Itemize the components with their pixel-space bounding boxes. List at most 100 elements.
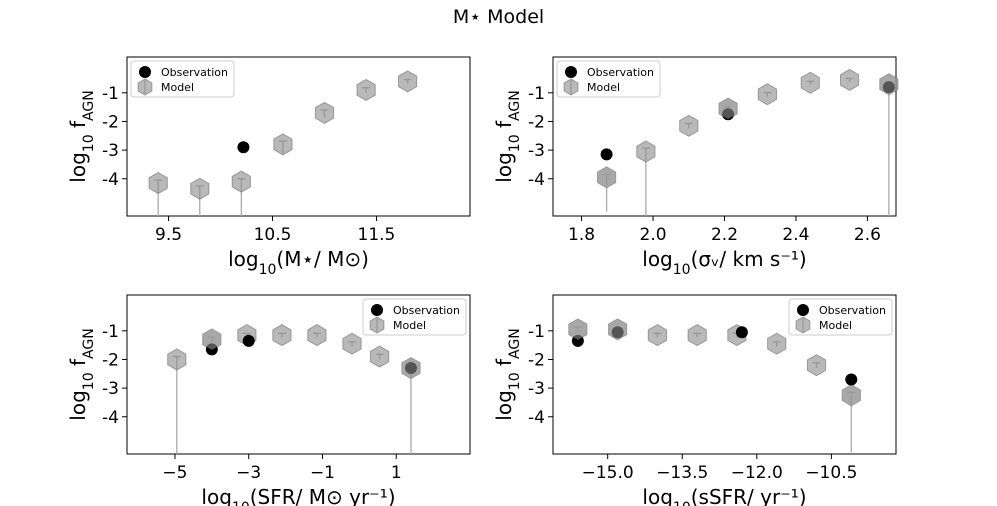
x-tick-label: 11.5 bbox=[358, 225, 396, 245]
y-tick-label: -4 bbox=[528, 170, 545, 190]
legend: Observation Model bbox=[362, 298, 467, 336]
legend-model-marker bbox=[137, 78, 153, 96]
x-axis-label: log10(sSFR/ yr⁻¹) bbox=[642, 485, 806, 506]
y-tick-label: -2 bbox=[102, 112, 119, 132]
model-point bbox=[231, 170, 251, 193]
x-tick-label: 1 bbox=[391, 463, 402, 483]
y-axis-label-part: f bbox=[66, 120, 90, 134]
x-axis-label-part: 10 bbox=[673, 262, 691, 278]
figure-title: M⋆ Model bbox=[452, 6, 545, 28]
legend-model-label: Model bbox=[819, 319, 852, 332]
axes-frame bbox=[126, 56, 471, 217]
x-tick-label: −1 bbox=[310, 463, 335, 483]
axes-frame bbox=[552, 294, 897, 455]
y-tick-label: -2 bbox=[528, 350, 545, 370]
y-tick-label: -3 bbox=[102, 379, 119, 399]
model-point bbox=[757, 83, 777, 106]
model-point bbox=[356, 78, 376, 101]
y-axis-label-part: f bbox=[66, 358, 90, 372]
legend-model-marker bbox=[563, 78, 579, 96]
chart-panel-4: −15.0−13.5−12.0−10.5-1-2-3-4log10(sSFR/ … bbox=[492, 294, 897, 506]
model-point-overlay bbox=[202, 328, 221, 350]
legend-observation-label: Observation bbox=[161, 66, 228, 79]
model-point bbox=[273, 133, 293, 156]
legend-model-label: Model bbox=[161, 81, 194, 94]
x-tick-label: −15.0 bbox=[582, 463, 634, 483]
y-axis-label: log10 fAGN bbox=[492, 328, 523, 420]
y-tick-label: -1 bbox=[102, 322, 119, 342]
x-axis-label: log10(σᵥ/ km s⁻¹) bbox=[642, 247, 806, 278]
y-tick-label: -2 bbox=[528, 112, 545, 132]
x-axis-label-part: 10 bbox=[259, 262, 277, 278]
y-axis-label: log10 fAGN bbox=[492, 90, 523, 182]
x-axis-label-part: (SFR/ M⊙ yr⁻¹) bbox=[250, 485, 396, 506]
y-tick-label: -4 bbox=[528, 408, 545, 428]
y-axis-label-part: AGN bbox=[81, 328, 97, 359]
y-tick-label: -1 bbox=[102, 84, 119, 104]
y-axis-label-part: 10 bbox=[81, 134, 97, 152]
x-axis-label-part: (sSFR/ yr⁻¹) bbox=[691, 485, 807, 506]
legend-model-label: Model bbox=[393, 319, 426, 332]
y-tick-label: -4 bbox=[102, 408, 119, 428]
legend-frame bbox=[788, 298, 893, 336]
y-tick-label: -1 bbox=[528, 322, 545, 342]
x-axis-label-part: 10 bbox=[673, 500, 691, 506]
model-point-overlay bbox=[597, 166, 616, 188]
model-point bbox=[687, 324, 707, 347]
y-axis-label: log10 fAGN bbox=[66, 328, 97, 420]
x-tick-label: −13.5 bbox=[656, 463, 708, 483]
y-tick-label: -2 bbox=[102, 350, 119, 370]
y-axis-label-part: f bbox=[492, 358, 516, 372]
model-point-overlay bbox=[401, 357, 421, 379]
y-axis-label-part: log bbox=[492, 152, 516, 183]
model-point bbox=[314, 101, 335, 124]
legend-observation-marker bbox=[797, 304, 809, 316]
model-point bbox=[167, 348, 187, 371]
legend-observation-marker bbox=[565, 66, 577, 78]
legend-frame bbox=[362, 298, 467, 336]
legend-model-marker bbox=[795, 316, 811, 334]
observation-point bbox=[600, 148, 613, 161]
legend-model-label: Model bbox=[587, 81, 620, 94]
model-point bbox=[307, 324, 327, 347]
x-tick-label: −10.5 bbox=[805, 463, 857, 483]
x-axis-label-part: log bbox=[642, 247, 673, 271]
model-point-overlay bbox=[568, 318, 587, 340]
legend-observation-marker bbox=[371, 304, 383, 316]
model-point bbox=[148, 172, 168, 195]
legend-model-marker bbox=[369, 316, 385, 334]
model-point-overlay bbox=[879, 73, 898, 95]
y-tick-label: -3 bbox=[528, 141, 545, 161]
x-tick-label: −12.0 bbox=[731, 463, 783, 483]
model-point-overlay bbox=[719, 98, 738, 120]
model-point bbox=[398, 70, 418, 93]
legend-observation-label: Observation bbox=[393, 304, 460, 317]
model-point bbox=[679, 114, 699, 137]
y-tick-label: -3 bbox=[102, 141, 119, 161]
model-point bbox=[190, 177, 210, 200]
model-point bbox=[800, 71, 820, 94]
x-axis-label-part: (σᵥ/ km s⁻¹) bbox=[691, 247, 807, 271]
y-axis-label: log10 fAGN bbox=[66, 90, 97, 182]
y-axis-label-part: log bbox=[66, 152, 90, 183]
axes-frame bbox=[126, 294, 471, 455]
x-axis-label: log10(M⋆/ M⊙) bbox=[228, 247, 369, 278]
model-point bbox=[272, 324, 292, 347]
legend-frame bbox=[556, 60, 661, 98]
model-point bbox=[840, 68, 860, 91]
y-tick-label: -3 bbox=[528, 379, 545, 399]
y-axis-label-part: f bbox=[492, 120, 516, 134]
y-axis-label-part: 10 bbox=[507, 134, 523, 152]
y-axis-label-part: log bbox=[492, 390, 516, 421]
model-point-overlay bbox=[842, 384, 861, 406]
x-axis-label-part: 10 bbox=[232, 500, 250, 506]
legend-frame bbox=[130, 60, 235, 98]
x-tick-label: 9.5 bbox=[155, 225, 182, 245]
model-point bbox=[647, 324, 667, 347]
x-tick-label: 2.2 bbox=[711, 225, 738, 245]
observation-point bbox=[735, 326, 748, 339]
y-axis-label-part: AGN bbox=[81, 90, 97, 121]
